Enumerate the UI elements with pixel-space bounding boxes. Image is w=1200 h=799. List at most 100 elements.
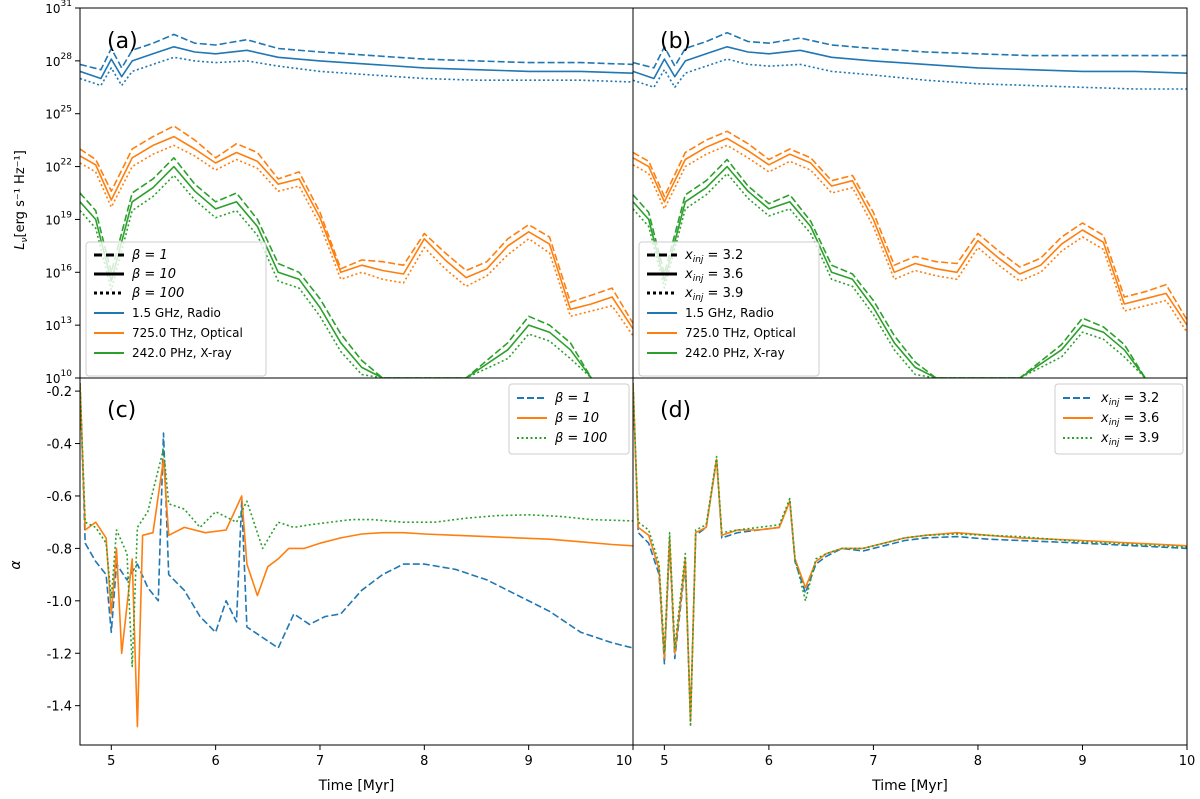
legend-style-main: x [684, 267, 693, 282]
y-axis-label-a: Lν[erg s⁻¹ Hz⁻¹] [13, 150, 30, 250]
series-line-b-2-0 [633, 158, 1146, 378]
series-line-a-1-0 [80, 125, 633, 324]
legend-text: β = 10 [554, 411, 599, 426]
legend-style-val: = 3.9 [703, 286, 743, 301]
legend-sub: inj [1109, 398, 1120, 408]
legend-text: β = 100 [554, 431, 607, 446]
series-line-b-2-2 [633, 172, 1146, 378]
axes-frame-d [632, 377, 1188, 746]
y-tick-base: 10 [45, 161, 60, 175]
x-tick-label-d-5: 10 [1179, 754, 1196, 769]
y-tick-label-c-4: -1.0 [47, 595, 72, 610]
y-tick-exp: 13 [61, 316, 72, 326]
y-tick-label-a-4: 1022 [45, 158, 72, 175]
panel-label-d: (d) [660, 398, 691, 423]
legend-main: x [1100, 411, 1109, 426]
panel-a: (a) β = 1 β = 10 β = 100 1.5 GHz, Radio 725.0… [80, 29, 633, 378]
series-line-c-0 [80, 383, 633, 649]
legend-color-label-a-1: 725.0 THz, Optical [132, 326, 243, 340]
legend-style-main: x [684, 248, 693, 263]
y-tick-base: 10 [45, 372, 60, 386]
y-tick-base: 10 [45, 213, 60, 227]
series-line-c-2 [80, 383, 633, 668]
legend-style-text: β = 1 [131, 248, 168, 263]
y-tick-exp: 28 [61, 52, 73, 62]
legend-label-d-1: xinj = 3.6 [1100, 411, 1159, 428]
legend-style-main: x [684, 286, 693, 301]
legend-style-label-a-1: β = 10 [131, 267, 176, 282]
x-axis-label-c: Time [Myr] [318, 778, 395, 794]
x-tick-label-d-3: 8 [974, 754, 982, 769]
y-tick-exp: 22 [61, 158, 72, 168]
x-tick-label-c-4: 9 [525, 754, 533, 769]
y-tick-label-a-3: 1019 [45, 210, 72, 227]
x-axis-label-d: Time [Myr] [871, 778, 948, 794]
legend-val: = 3.6 [1119, 411, 1159, 426]
x-tick-label-c-0: 5 [107, 754, 115, 769]
legend-style-label-a-2: β = 100 [131, 286, 184, 301]
x-tick-label-d-0: 5 [660, 754, 668, 769]
series-line-a-2-2 [80, 174, 592, 378]
y-tick-label-c-5: -1.2 [47, 647, 72, 662]
y-tick-label-a-6: 1028 [45, 52, 72, 69]
legend-style-sub: inj [693, 274, 704, 284]
y-tick-label-a-2: 1016 [45, 263, 72, 280]
legend-label-d-0: xinj = 3.2 [1100, 391, 1159, 408]
series-line-a-0-2 [80, 56, 633, 87]
series-line-a-1-1 [80, 135, 633, 330]
legend-color-label-b-0: 1.5 GHz, Radio [685, 306, 774, 320]
legend-label-d-2: xinj = 3.9 [1100, 431, 1159, 448]
y-tick-label-a-0: 1010 [45, 369, 72, 386]
legend-text: β = 1 [554, 391, 591, 406]
y-tick-exp: 19 [61, 210, 73, 220]
series-line-b-0-1 [633, 45, 1187, 80]
panel-label-b: (b) [660, 29, 691, 54]
series-line-b-0-2 [633, 58, 1187, 90]
ylabel-main: L [13, 243, 28, 250]
legend-label-c-0: β = 1 [554, 391, 591, 406]
legend-label-c-2: β = 100 [554, 431, 607, 446]
legend-sub: inj [1109, 438, 1120, 448]
legend-main: x [1100, 431, 1109, 446]
y-tick-base: 10 [45, 319, 60, 333]
series-line-a-0-1 [80, 45, 633, 80]
series-line-b-0-0 [633, 31, 1187, 69]
series-line-b-1-0 [633, 130, 1187, 321]
series-line-a-1-2 [80, 144, 633, 337]
legend-style-label-a-0: β = 1 [131, 248, 168, 263]
legend-box-d [1054, 383, 1184, 455]
legend-label-c-1: β = 10 [554, 411, 599, 426]
series-line-a-0-0 [80, 33, 633, 71]
x-tick-label-d-2: 7 [869, 754, 877, 769]
legend-style-text: β = 100 [131, 286, 184, 301]
y-axis-c: -0.2 -0.4 -0.6 -0.8 -1.0 -1.2 -1.4 α [8, 385, 80, 715]
y-tick-base: 10 [45, 108, 60, 122]
series-line-a-2-0 [80, 157, 592, 378]
ylabel-sub: ν [20, 238, 30, 243]
y-tick-label-c-2: -0.6 [47, 490, 72, 505]
panel-c: (c) β = 1 β = 10 β = 100 5 6 7 8 9 10 Time [Myr] [80, 383, 634, 794]
x-tick-label-c-5: 10 [616, 754, 633, 769]
series-line-b-1-1 [633, 137, 1187, 326]
series-line-a-2-1 [80, 165, 592, 378]
legend-val: = 3.2 [1119, 391, 1159, 406]
legend-color-label-b-2: 242.0 PHz, X-ray [685, 346, 785, 360]
y-tick-exp: 10 [61, 369, 73, 379]
legend-style-label-b-2: xinj = 3.9 [684, 286, 743, 303]
legend-color-label-b-1: 725.0 THz, Optical [685, 326, 796, 340]
x-tick-label-c-3: 8 [420, 754, 428, 769]
y-tick-label-c-1: -0.4 [47, 438, 72, 453]
legend-box-b [638, 241, 820, 377]
panel-label-c: (c) [107, 398, 136, 423]
series-line-d-2 [633, 383, 1187, 728]
ylabel-units: [erg s⁻¹ Hz⁻¹] [13, 150, 28, 237]
legend-sub: inj [1109, 418, 1120, 428]
x-tick-label-c-2: 7 [316, 754, 324, 769]
y-tick-label-a-1: 1013 [45, 316, 72, 333]
y-axis-label-c: α [8, 560, 24, 570]
x-tick-label-d-1: 6 [765, 754, 773, 769]
